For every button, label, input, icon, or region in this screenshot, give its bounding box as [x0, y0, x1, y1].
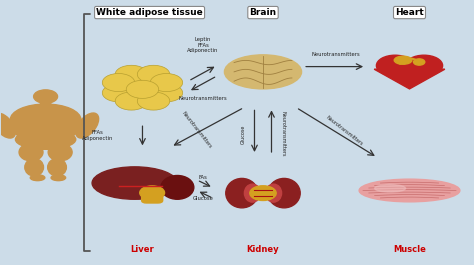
Ellipse shape: [25, 158, 44, 176]
Ellipse shape: [19, 144, 43, 161]
Ellipse shape: [13, 118, 78, 141]
Ellipse shape: [0, 113, 16, 138]
Text: Neurotransmitters: Neurotransmitters: [179, 96, 228, 101]
Text: FFAs
Adiponectin: FFAs Adiponectin: [82, 130, 113, 140]
Text: White adipose tissue: White adipose tissue: [96, 8, 203, 17]
Text: Kidney: Kidney: [246, 245, 279, 254]
Text: Neurotransmitters: Neurotransmitters: [325, 115, 364, 147]
Ellipse shape: [161, 175, 194, 199]
Ellipse shape: [359, 179, 460, 202]
Circle shape: [140, 186, 164, 200]
Circle shape: [150, 73, 182, 92]
Ellipse shape: [394, 56, 412, 64]
Circle shape: [137, 65, 170, 83]
Ellipse shape: [226, 178, 258, 208]
FancyBboxPatch shape: [142, 189, 163, 203]
Ellipse shape: [51, 175, 65, 181]
Ellipse shape: [16, 130, 76, 149]
Circle shape: [137, 92, 170, 110]
Polygon shape: [374, 69, 445, 89]
Text: Muscle: Muscle: [393, 245, 426, 254]
Ellipse shape: [224, 55, 301, 89]
Circle shape: [115, 65, 147, 83]
Text: Neurotransmitters: Neurotransmitters: [280, 111, 285, 157]
Text: Neurotransmitters: Neurotransmitters: [181, 111, 213, 150]
Text: Glucose: Glucose: [192, 196, 213, 201]
Ellipse shape: [48, 158, 66, 176]
Text: Glucose: Glucose: [241, 124, 246, 144]
Ellipse shape: [265, 184, 282, 202]
Circle shape: [126, 73, 159, 92]
Text: Leptin
FFAs
Adiponectin: Leptin FFAs Adiponectin: [187, 37, 219, 54]
Text: Brain: Brain: [249, 8, 276, 17]
Ellipse shape: [245, 184, 261, 202]
Ellipse shape: [30, 175, 45, 181]
Text: Liver: Liver: [131, 245, 155, 254]
Ellipse shape: [92, 167, 177, 199]
Circle shape: [34, 90, 57, 103]
Circle shape: [102, 73, 135, 92]
Text: Neurotransmitters: Neurotransmitters: [312, 52, 361, 57]
Circle shape: [405, 55, 443, 76]
Circle shape: [115, 92, 147, 110]
Ellipse shape: [48, 144, 72, 161]
Ellipse shape: [10, 104, 81, 135]
Text: FAs: FAs: [198, 175, 207, 180]
Circle shape: [250, 186, 276, 201]
Circle shape: [376, 55, 414, 76]
FancyBboxPatch shape: [40, 99, 51, 105]
Text: Heart: Heart: [395, 8, 424, 17]
Ellipse shape: [374, 184, 406, 192]
Ellipse shape: [413, 59, 425, 65]
Ellipse shape: [76, 113, 99, 138]
Circle shape: [102, 84, 135, 102]
Ellipse shape: [268, 178, 300, 208]
Circle shape: [150, 84, 182, 102]
Circle shape: [126, 80, 159, 98]
